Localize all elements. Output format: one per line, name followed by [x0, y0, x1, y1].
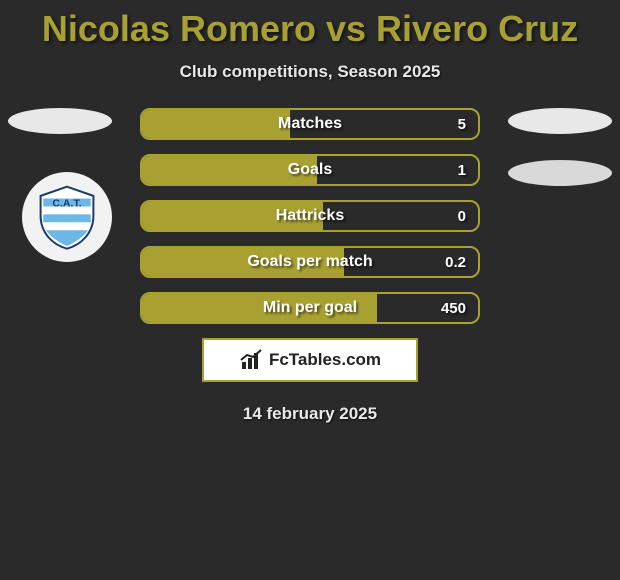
stats-list: Matches5Goals1Hattricks0Goals per match0…	[140, 108, 480, 324]
club-badge-icon: C.A.T.	[34, 184, 100, 250]
date-label: 14 february 2025	[0, 404, 620, 424]
stat-row: Goals per match0.2	[140, 246, 480, 278]
svg-text:C.A.T.: C.A.T.	[52, 197, 81, 209]
page-title: Nicolas Romero vs Rivero Cruz	[0, 0, 620, 50]
stat-label: Hattricks	[142, 202, 478, 230]
stat-label: Min per goal	[142, 294, 478, 322]
player-right-placeholder-2	[508, 160, 612, 186]
player-left-placeholder	[8, 108, 112, 134]
stat-row: Min per goal450	[140, 292, 480, 324]
stat-row: Hattricks0	[140, 200, 480, 232]
stat-value: 450	[441, 294, 466, 322]
stat-value: 0.2	[445, 248, 466, 276]
stat-label: Goals	[142, 156, 478, 184]
site-logo-text: FcTables.com	[269, 350, 381, 370]
stat-row: Matches5	[140, 108, 480, 140]
stat-value: 5	[458, 110, 466, 138]
site-logo[interactable]: FcTables.com	[202, 338, 418, 382]
stat-label: Goals per match	[142, 248, 478, 276]
subtitle: Club competitions, Season 2025	[0, 62, 620, 82]
stat-row: Goals1	[140, 154, 480, 186]
comparison-panel: C.A.T. Matches5 Goals1 Hattricks0 Goals per…	[0, 108, 620, 424]
player-right-placeholder-1	[508, 108, 612, 134]
stat-value: 0	[458, 202, 466, 230]
chart-icon	[239, 348, 263, 372]
club-badge: C.A.T.	[22, 172, 112, 262]
stat-value: 1	[458, 156, 466, 184]
stat-label: Matches	[142, 110, 478, 138]
